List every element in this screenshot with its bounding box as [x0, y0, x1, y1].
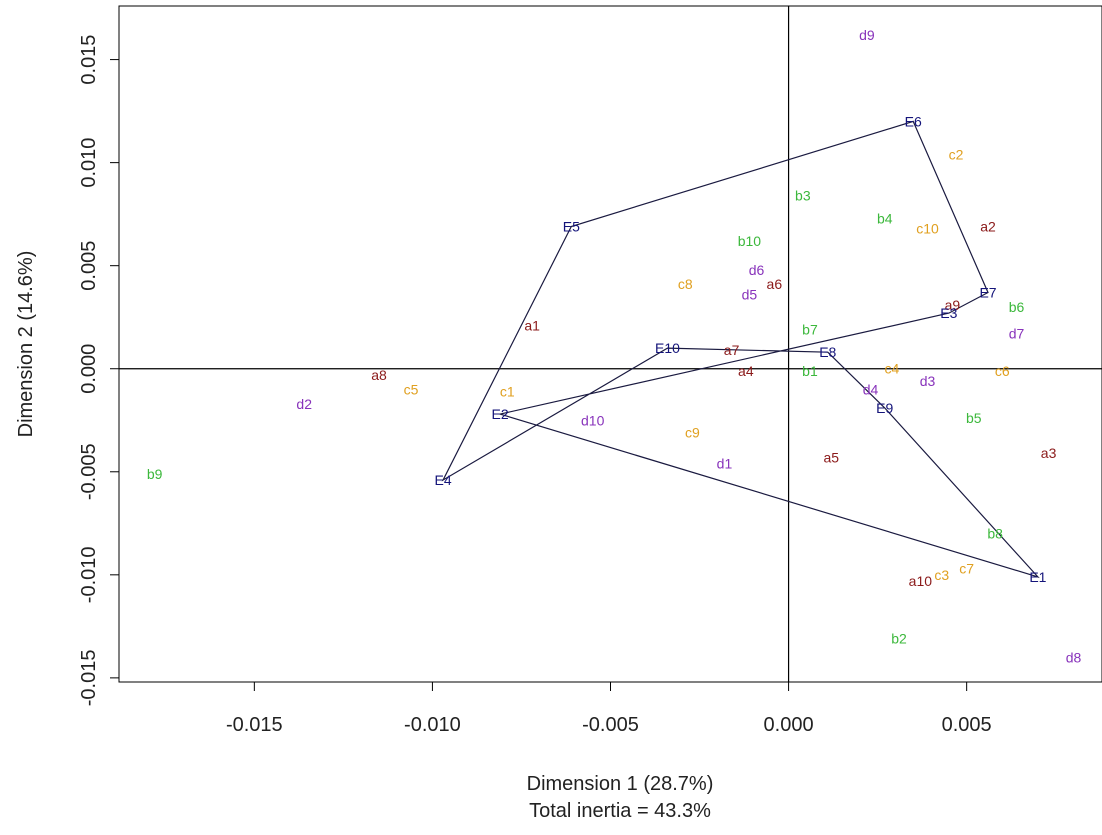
reference-lines — [119, 6, 1102, 682]
point-label-a5: a5 — [824, 449, 840, 465]
centroid-labels: E1 E2 E3 E4 E5 E6 E7 E8 E9 E10 — [435, 113, 1047, 584]
centroid-label-E4: E4 — [435, 472, 452, 488]
point-label-d10: d10 — [581, 412, 605, 428]
point-label-b6: b6 — [1009, 299, 1025, 315]
y-tick-label: -0.010 — [78, 546, 100, 603]
centroid-label-E9: E9 — [876, 400, 893, 416]
x-axis: -0.015 -0.010 -0.005 0.000 0.005 — [226, 681, 992, 736]
y-tick-label: -0.005 — [78, 443, 100, 500]
point-label-c9: c9 — [685, 425, 700, 441]
point-label-c6: c6 — [995, 363, 1010, 379]
point-label-a1: a1 — [524, 317, 540, 333]
x-tick-label: 0.000 — [764, 714, 814, 736]
y-tick-label: 0.005 — [78, 241, 100, 291]
x-tick-label: -0.015 — [226, 714, 283, 736]
x-axis-title: Dimension 1 (28.7%) — [527, 773, 714, 795]
point-label-b7: b7 — [802, 322, 818, 338]
chart-subtitle: Total inertia = 43.3% — [529, 800, 711, 822]
point-label-a10: a10 — [909, 573, 933, 589]
point-label-b4: b4 — [877, 210, 893, 226]
point-label-c2: c2 — [949, 146, 964, 162]
y-tick-label: 0.010 — [78, 138, 100, 188]
centroid-label-E6: E6 — [905, 113, 922, 129]
x-tick-label: -0.010 — [404, 714, 461, 736]
y-axis-title: Dimension 2 (14.6%) — [15, 251, 37, 438]
centroid-label-E5: E5 — [563, 219, 580, 235]
point-label-c1: c1 — [500, 383, 515, 399]
point-label-d2: d2 — [296, 396, 312, 412]
point-label-a7: a7 — [724, 342, 740, 358]
point-label-a8: a8 — [371, 367, 387, 383]
centroid-label-E2: E2 — [492, 406, 509, 422]
point-label-b8: b8 — [987, 526, 1003, 542]
point-label-c7: c7 — [959, 561, 974, 577]
y-axis: -0.015 -0.010 -0.005 0.000 0.005 0.010 0.015 — [78, 35, 120, 707]
point-label-c8: c8 — [678, 276, 693, 292]
point-label-c5: c5 — [404, 381, 419, 397]
point-label-b3: b3 — [795, 188, 811, 204]
point-label-b9: b9 — [147, 466, 163, 482]
point-label-d1: d1 — [717, 456, 733, 472]
y-tick-label: 0.015 — [78, 35, 100, 85]
centroid-polygon — [441, 120, 1040, 579]
point-label-b10: b10 — [738, 233, 762, 249]
point-label-d7: d7 — [1009, 326, 1025, 342]
point-label-a6: a6 — [767, 276, 783, 292]
centroid-hull — [441, 120, 1040, 579]
point-label-a4: a4 — [738, 363, 754, 379]
centroid-label-E1: E1 — [1029, 569, 1046, 585]
point-label-c3: c3 — [934, 567, 949, 583]
point-label-d3: d3 — [920, 373, 936, 389]
point-label-d6: d6 — [749, 262, 765, 278]
point-label-d4: d4 — [863, 381, 879, 397]
centroid-label-E7: E7 — [979, 284, 996, 300]
x-tick-label: 0.005 — [942, 714, 992, 736]
point-label-a9: a9 — [945, 297, 961, 313]
y-tick-label: -0.015 — [78, 650, 100, 707]
point-label-d9: d9 — [859, 27, 875, 43]
point-label-a3: a3 — [1041, 445, 1057, 461]
y-tick-label: 0.000 — [78, 344, 100, 394]
point-label-c10: c10 — [916, 221, 939, 237]
point-label-b2: b2 — [891, 631, 907, 647]
centroid-label-E8: E8 — [819, 344, 836, 360]
point-label-d8: d8 — [1066, 649, 1082, 665]
point-label-a2: a2 — [980, 219, 996, 235]
centroid-label-E3: E3 — [940, 305, 957, 321]
point-label-d5: d5 — [742, 287, 758, 303]
point-labels: a1 a2 a3 a4 a5 a6 a7 a8 a9 a10 b1 b2 b3 b4 b5 b6 b7 b8 b9 b… — [147, 27, 1082, 665]
point-label-c4: c4 — [884, 361, 899, 377]
centroid-label-E10: E10 — [655, 340, 680, 356]
point-label-b1: b1 — [802, 363, 818, 379]
point-label-b5: b5 — [966, 410, 982, 426]
x-tick-label: -0.005 — [582, 714, 639, 736]
